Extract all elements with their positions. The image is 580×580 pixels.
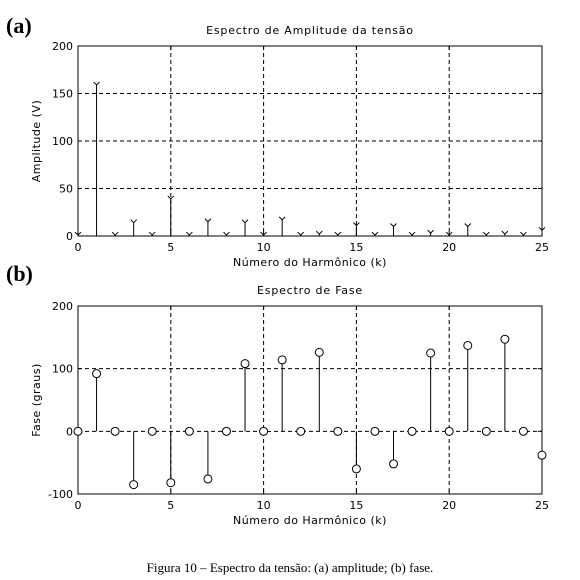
stem-marker (260, 231, 267, 236)
stem-marker (129, 480, 139, 490)
x-tick-label: 25 (535, 241, 549, 254)
stem-marker (203, 474, 213, 484)
stem-marker (110, 426, 120, 436)
stem-marker (501, 230, 509, 235)
x-tick-label: 15 (349, 499, 363, 512)
x-tick-label: 0 (75, 499, 82, 512)
stem-marker (463, 340, 473, 350)
stem-marker (333, 426, 343, 436)
stem-marker (334, 231, 342, 236)
stem-marker (538, 226, 546, 232)
stem-marker (223, 231, 230, 236)
stem-marker (111, 231, 119, 236)
y-tick-label: -100 (48, 488, 73, 501)
chart-title: Espectro de Fase (257, 284, 363, 297)
stem-marker (427, 229, 434, 234)
figure-caption: Figura 10 – Espectro da tensão: (a) ampl… (147, 560, 434, 575)
stem-marker (74, 231, 82, 236)
stem-marker (166, 478, 176, 488)
stem-marker (390, 223, 397, 228)
x-tick-label: 5 (167, 499, 174, 512)
stem-marker (389, 459, 399, 469)
x-tick-label: 0 (75, 241, 82, 254)
stem-marker (221, 426, 231, 436)
stem-marker (297, 231, 305, 236)
stem-marker (315, 230, 323, 235)
x-tick-label: 10 (257, 241, 271, 254)
y-tick-label: 50 (59, 183, 73, 196)
stem-marker (371, 231, 379, 236)
stem-marker (147, 426, 157, 436)
x-axis-label: Número do Harmônico (k) (233, 514, 387, 527)
y-tick-label: 0 (66, 230, 73, 243)
stem-marker (537, 450, 547, 460)
y-axis-label: Fase (graus) (30, 363, 43, 437)
y-tick-label: 200 (52, 300, 73, 313)
stem-marker (92, 369, 102, 379)
x-tick-label: 20 (442, 499, 456, 512)
stem-marker (464, 223, 472, 228)
stem-marker (184, 426, 194, 436)
stem-marker (314, 347, 324, 357)
stem-marker (278, 216, 286, 221)
x-tick-label: 25 (535, 499, 549, 512)
stem-marker (445, 231, 453, 236)
stem-marker (73, 426, 83, 436)
stem-marker (296, 426, 306, 436)
panel-b-tag: (b) (6, 261, 33, 286)
x-tick-label: 20 (442, 241, 456, 254)
stem-marker (240, 359, 250, 369)
stem-marker (259, 426, 269, 436)
y-axis-label: Amplitude (V) (30, 100, 43, 182)
stem-marker (520, 231, 527, 236)
stem-marker (241, 219, 249, 224)
chart-title: Espectro de Amplitude da tensão (206, 24, 414, 37)
stem-marker (500, 334, 510, 344)
stem-marker (370, 426, 380, 436)
stem-marker (148, 231, 156, 236)
stem-marker (167, 195, 175, 200)
y-tick-label: 100 (52, 363, 73, 376)
x-tick-label: 5 (167, 241, 174, 254)
stem-marker (408, 231, 416, 236)
y-tick-label: 200 (52, 40, 73, 53)
stem-marker (481, 426, 491, 436)
axes-box (77, 305, 543, 495)
amplitude-spectrum-panel: 0 5 10 15 20 25 0 50 100 150 200 Espectro de Amplit… (30, 24, 549, 269)
stem-marker (444, 426, 454, 436)
x-tick-label: 15 (349, 241, 363, 254)
stem-marker (186, 231, 193, 236)
stem-marker (93, 81, 100, 86)
stem-marker (518, 426, 528, 436)
stem-marker (277, 355, 287, 365)
stem-marker (130, 219, 138, 224)
y-tick-label: 0 (66, 425, 73, 438)
stem-marker (204, 218, 212, 223)
stem-marker (482, 231, 490, 236)
stem-marker (353, 222, 360, 227)
x-axis-label: Número do Harmônico (k) (233, 256, 387, 269)
stem-marker (351, 464, 361, 474)
stem-marker (426, 348, 436, 358)
y-tick-label: 150 (52, 88, 73, 101)
panel-a-tag: (a) (6, 13, 32, 38)
x-tick-label: 10 (257, 499, 271, 512)
y-tick-label: 100 (52, 135, 73, 148)
stem-marker (407, 426, 417, 436)
